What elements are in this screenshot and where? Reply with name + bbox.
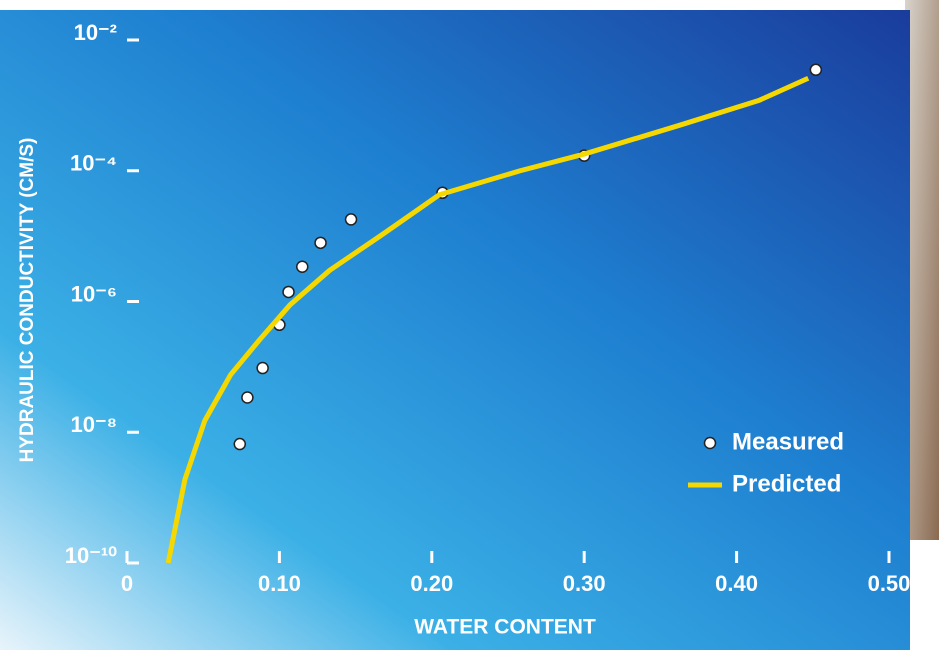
y-tick-label: 10⁻⁸: [71, 412, 117, 437]
y-axis-title: HYDRAULIC CONDUCTIVITY (CM/S): [17, 138, 38, 463]
predicted-line: [165, 75, 810, 564]
y-tick-label: 10⁻⁶: [71, 281, 117, 306]
measured-point: [296, 260, 309, 274]
plot-background: [0, 10, 910, 650]
x-tick-label: 0.40: [715, 571, 758, 596]
x-tick-label: 0.30: [563, 571, 606, 596]
y-tick-label: 10⁻⁴: [70, 151, 117, 176]
measured-point: [344, 213, 358, 226]
x-tick-label: 0.50: [868, 571, 911, 596]
measured-point: [233, 437, 247, 451]
y-tick-label: 10⁻²: [74, 20, 117, 45]
measured-point: [241, 391, 254, 404]
measured-point: [282, 285, 295, 299]
x-tick-label: 0.20: [410, 571, 453, 596]
measured-point: [256, 361, 269, 375]
legend-label: Predicted: [732, 470, 841, 497]
measured-point: [314, 236, 327, 250]
x-tick-label: 0.10: [258, 571, 301, 596]
x-tick-label: 0: [121, 571, 133, 596]
measured-point: [809, 63, 823, 77]
y-tick-label: 10⁻¹⁰: [65, 543, 117, 568]
x-axis-title: WATER CONTENT: [414, 616, 596, 639]
legend-marker: [703, 436, 717, 450]
legend-label: Measured: [732, 428, 844, 455]
background-photo: [905, 0, 939, 540]
